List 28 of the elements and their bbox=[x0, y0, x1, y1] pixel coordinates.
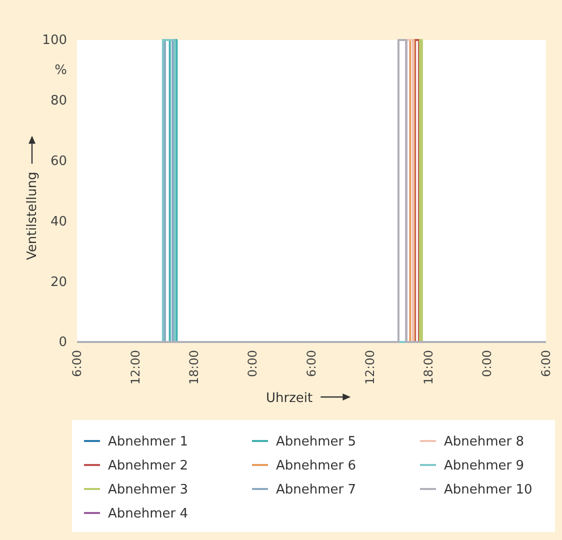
x-tick-label: 6:00 bbox=[304, 350, 318, 377]
x-tick-label: 6:00 bbox=[538, 350, 553, 377]
x-tick-label: 12:00 bbox=[362, 350, 377, 385]
x-tick-label: 6:00 bbox=[70, 350, 84, 377]
y-tick-label: 0 bbox=[58, 335, 67, 350]
legend-label: Abnehmer 5 bbox=[276, 434, 356, 450]
legend-label: Abnehmer 9 bbox=[444, 458, 524, 474]
y-tick-label: 80 bbox=[50, 94, 67, 109]
legend-label: Abnehmer 1 bbox=[108, 434, 188, 450]
y-tick-label: 100 bbox=[42, 33, 67, 48]
y-tick-label: 20 bbox=[50, 274, 67, 290]
legend-label: Abnehmer 8 bbox=[444, 434, 524, 450]
legend-label: Abnehmer 10 bbox=[444, 482, 532, 498]
legend-label: Abnehmer 6 bbox=[276, 458, 356, 474]
y-tick-label: 60 bbox=[50, 154, 67, 169]
legend-label: Abnehmer 2 bbox=[108, 458, 188, 474]
x-tick-label: 12:00 bbox=[128, 350, 142, 385]
legend-label: Abnehmer 7 bbox=[276, 482, 356, 498]
x-tick-label: 0:00 bbox=[480, 350, 494, 377]
legend-label: Abnehmer 4 bbox=[108, 506, 188, 522]
y-axis-title: Ventilstellung bbox=[25, 172, 40, 260]
x-tick-label: 0:00 bbox=[246, 350, 260, 377]
legend-label: Abnehmer 3 bbox=[108, 482, 188, 498]
x-tick-label: 18:00 bbox=[422, 350, 436, 385]
x-tick-label: 18:00 bbox=[187, 350, 202, 385]
x-axis-title: Uhrzeit bbox=[266, 391, 313, 406]
text: % bbox=[54, 63, 67, 78]
y-tick-label: 40 bbox=[50, 214, 67, 230]
